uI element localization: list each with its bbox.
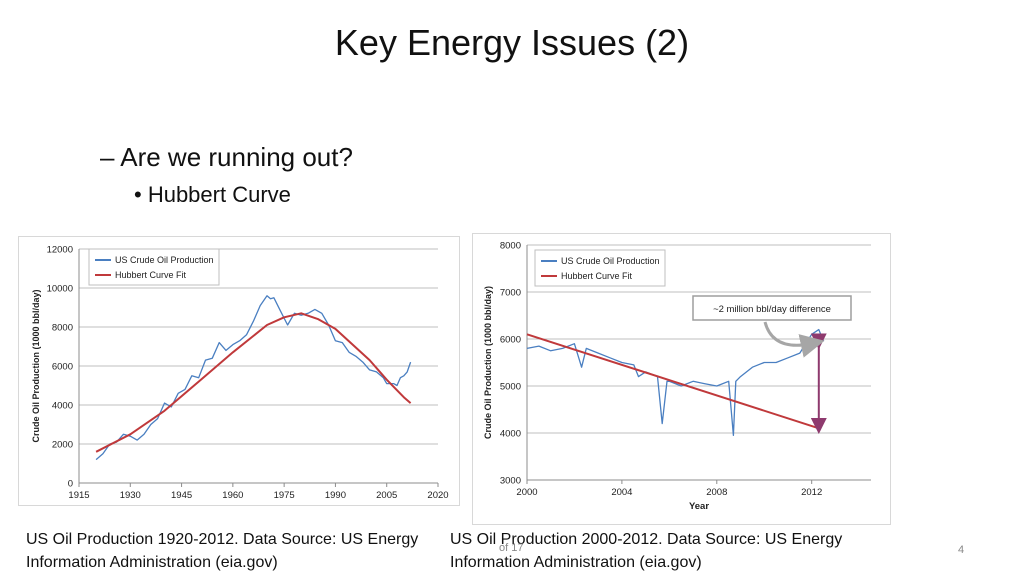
x-tick-label: 1930 xyxy=(120,490,141,501)
series-line-us-crude-oil-production xyxy=(526,328,825,436)
legend-box xyxy=(88,248,220,286)
y-tick-label: 2000 xyxy=(52,440,73,451)
legend-label-production: US Crude Oil Production xyxy=(561,256,660,266)
x-tick-label: 1960 xyxy=(222,490,243,501)
page-number: 4 xyxy=(958,544,965,556)
x-tick-label: 2004 xyxy=(611,487,632,498)
x-tick-label: 2012 xyxy=(801,487,822,498)
x-tick-label: 2000 xyxy=(516,487,537,498)
y-tick-label: 6000 xyxy=(500,335,521,346)
legend-box xyxy=(534,249,666,287)
caption-right: US Oil Production 2000-2012. Data Source… xyxy=(450,531,843,571)
chart-panel-1920-2012: 0 2000 4000 6000 8000 10000 12000 1915 1930 1945 1… xyxy=(18,236,460,516)
x-axis-title: Year xyxy=(689,501,709,512)
y-tick-label: 6000 xyxy=(52,362,73,373)
series-line-hubbert-curve-fit xyxy=(95,312,412,453)
y-tick-label: 4000 xyxy=(500,429,521,440)
bullet-running-out: – Are we running out? xyxy=(100,142,353,172)
x-axis-title: Year xyxy=(248,504,268,505)
page-count: of 17 xyxy=(499,542,524,554)
legend-label-fit: Hubbert Curve Fit xyxy=(115,270,187,280)
chart-1920-2012: 0 2000 4000 6000 8000 10000 12000 1915 1930 1945 1… xyxy=(31,245,449,516)
y-tick-label: 0 xyxy=(68,479,73,490)
x-tick-label: 1915 xyxy=(68,490,89,501)
y-tick-label: 8000 xyxy=(52,323,73,334)
x-tick-label: 2005 xyxy=(376,490,397,501)
x-tick-label: 2008 xyxy=(706,487,727,498)
y-tick-label: 8000 xyxy=(500,241,521,252)
x-tick-label: 1975 xyxy=(274,490,295,501)
y-axis-title: Crude Oil Production (1000 bbl/day) xyxy=(31,289,41,442)
series-line-us-crude-oil-production xyxy=(95,295,412,461)
y-axis-title: Crude Oil Production (1000 bbl/day) xyxy=(483,286,493,439)
annotation-text: ~2 million bbl/day difference xyxy=(713,304,831,315)
x-tick-label: 1990 xyxy=(325,490,346,501)
slide-title: Key Energy Issues (2) xyxy=(334,22,690,63)
legend-label-fit: Hubbert Curve Fit xyxy=(561,271,633,281)
y-tick-label: 10000 xyxy=(47,284,73,295)
series-line-hubbert-curve-fit xyxy=(526,333,820,430)
legend-label-production: US Crude Oil Production xyxy=(115,255,214,265)
y-tick-label: 12000 xyxy=(47,245,73,256)
bullet-hubbert-curve: • Hubbert Curve xyxy=(134,182,291,207)
y-tick-label: 4000 xyxy=(52,401,73,412)
chart-panel-2000-2012: 3000 4000 5000 6000 7000 8000 2000 2004 2008 2012… xyxy=(472,233,891,525)
annotation-box xyxy=(692,295,852,321)
y-tick-label: 7000 xyxy=(500,288,521,299)
caption-left: US Oil Production 1920-2012. Data Source… xyxy=(26,531,419,571)
y-tick-label: 3000 xyxy=(500,476,521,487)
x-tick-label: 2020 xyxy=(427,490,448,501)
annotation-pointer-arrow xyxy=(763,321,825,358)
x-tick-label: 1945 xyxy=(171,490,192,501)
chart-2000-2012: 3000 4000 5000 6000 7000 8000 2000 2004 2008 2012… xyxy=(483,241,871,512)
y-tick-label: 5000 xyxy=(500,382,521,393)
